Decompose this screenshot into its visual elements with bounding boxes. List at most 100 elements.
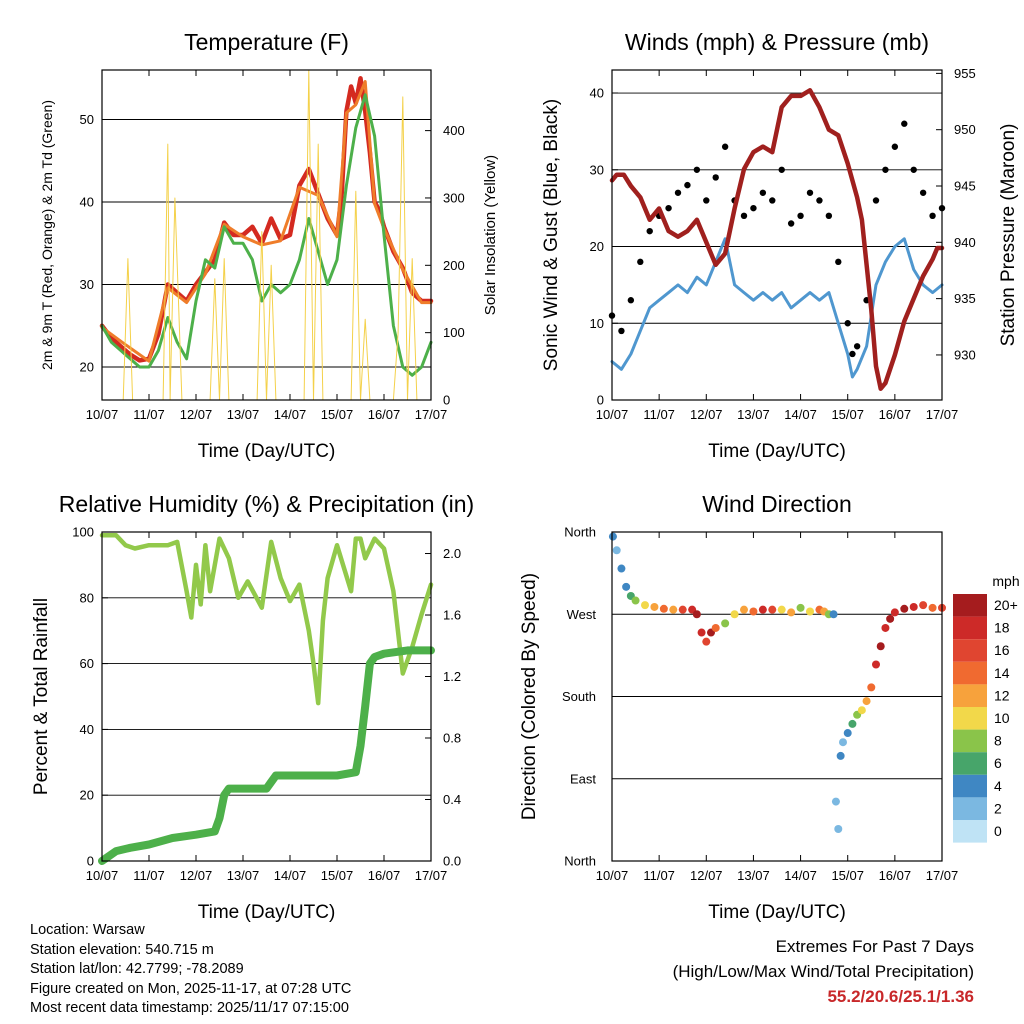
wind_direction-wind-direction-point: [617, 564, 626, 573]
winds-x-axis-label: Time (Day/UTC): [708, 441, 846, 462]
humidity-x-tick-label: 15/07: [321, 868, 354, 883]
winds-gust-point: [778, 166, 785, 173]
wind_direction-y-category-label: South: [562, 689, 596, 704]
humidity-y-right-tick-label: 1.2: [443, 669, 461, 684]
humidity-x-tick-label: 14/07: [274, 868, 307, 883]
speed-legend-swatch: [953, 594, 987, 617]
wind_direction-wind-direction-point: [886, 614, 895, 623]
speed-legend-label: 12: [994, 687, 1010, 703]
wind_direction-wind-direction-point: [669, 605, 678, 614]
wind_direction-wind-direction-point: [806, 607, 814, 616]
wind_direction-wind-direction-point: [650, 602, 659, 611]
winds-y-right-tick-label: 930: [954, 347, 976, 362]
speed-legend-swatch: [953, 797, 987, 820]
winds-x-tick-label: 15/07: [831, 407, 864, 422]
winds-gust-point: [769, 197, 776, 204]
winds-y-axis-label: Sonic Wind & Gust (Blue, Black): [541, 99, 562, 371]
wind_direction-x-axis-label: Time (Day/UTC): [708, 902, 846, 923]
temperature-x-tick-label: 10/07: [86, 407, 119, 422]
temperature-y-tick-label: 50: [80, 112, 94, 127]
humidity-y-tick-label: 100: [72, 525, 94, 540]
winds-gust-point: [740, 212, 748, 220]
winds-y-right-tick-label: 955: [954, 66, 976, 81]
winds-gust-point: [891, 143, 899, 150]
wind_direction-x-tick-label: 15/07: [831, 868, 864, 883]
winds-gust-point: [853, 343, 861, 350]
temperature-y-right-tick-label: 400: [443, 123, 465, 138]
extremes-box: Extremes For Past 7 Days (High/Low/Max W…: [673, 934, 974, 1009]
winds-gust-point: [797, 212, 804, 220]
wind_direction-x-tick-label: 16/07: [879, 868, 912, 883]
speed-legend-label: 8: [994, 733, 1002, 749]
speed-legend-label: 6: [994, 755, 1002, 771]
temperature-2m-td-line: [100, 93, 433, 377]
temperature-x-tick-label: 11/07: [133, 407, 165, 422]
temperature-y-axis-label: 2m & 9m T (Red, Orange) & 2m Td (Green): [39, 100, 55, 370]
humidity-panel: 10/07 11/07 12/07 13/07 14/07 15/07 16/07 17/07…: [31, 491, 474, 923]
temperature-x-tick-label: 14/07: [274, 407, 307, 422]
wind_direction-wind-direction-point: [843, 729, 852, 738]
humidity-x-tick-label: 12/07: [180, 868, 213, 883]
speed-legend-swatch: [953, 661, 987, 685]
wind_direction-x-tick-label: 10/07: [596, 868, 629, 883]
wind_direction-wind-direction-point: [848, 719, 857, 728]
temperature-plot-frame: [101, 69, 432, 401]
temperature-x-tick-label: 13/07: [227, 407, 260, 422]
temperature-9m-t-line: [100, 80, 433, 363]
humidity-relative-humidity-line: [99, 533, 434, 706]
winds-y-right-tick-label: 945: [954, 179, 976, 194]
winds-gust-point: [646, 227, 653, 235]
winds-gust-point: [627, 297, 635, 304]
temperature-x-tick-label: 15/07: [321, 407, 354, 422]
humidity-y-right-tick-label: 1.6: [443, 608, 461, 623]
humidity-plot-frame: [101, 531, 432, 862]
wind_direction-wind-direction-point: [928, 603, 937, 612]
winds-gust-point: [787, 220, 795, 227]
wind_direction-wind-direction-point: [876, 642, 885, 651]
humidity-y-right-tick-label: 0.0: [443, 854, 461, 869]
winds-gust-point: [910, 166, 917, 173]
wind_direction-wind-direction-point: [612, 546, 621, 555]
speed-legend-label: 14: [994, 665, 1010, 681]
wind_direction-wind-direction-point: [659, 604, 668, 613]
wind_direction-wind-direction-point: [692, 610, 701, 619]
winds-x-tick-label: 16/07: [879, 407, 912, 422]
winds-gust-point: [712, 174, 719, 181]
humidity-title: Relative Humidity (%) & Precipitation (i…: [59, 491, 474, 517]
wind_direction-y-category-label: West: [567, 607, 597, 622]
wind_direction-x-tick-label: 11/07: [643, 868, 675, 883]
winds-gust-point: [806, 189, 814, 196]
winds-gust-point: [901, 120, 908, 127]
wind_direction-wind-direction-point: [909, 602, 918, 611]
wind_direction-wind-direction-point: [711, 623, 720, 632]
winds-gust-point: [618, 327, 625, 335]
temperature-y-tick-label: 40: [80, 195, 94, 210]
wind_direction-y-category-label: North: [564, 854, 596, 869]
wind_direction-wind-direction-point: [768, 605, 777, 614]
info-location: Location: Warsaw: [30, 922, 145, 938]
wind_direction-wind-direction-point: [622, 582, 631, 591]
info-created: Figure created on Mon, 2025-11-17, at 07…: [30, 980, 352, 997]
speed-legend-label: 2: [994, 800, 1002, 816]
winds-x-tick-label: 13/07: [737, 407, 770, 422]
extremes-values: 55.2/20.6/25.1/1.36: [827, 987, 974, 1006]
speed-legend-swatch: [953, 707, 987, 730]
speed-legend: mph 20+ 18 16 14 12 10 8 6 4 2 0: [953, 573, 1020, 843]
winds-y-tick-label: 10: [590, 316, 604, 331]
humidity-y-tick-label: 60: [80, 656, 94, 671]
humidity-x-tick-label: 10/07: [86, 868, 119, 883]
winds-gust-point: [844, 320, 851, 327]
extremes-subtitle: (High/Low/Max Wind/Total Precipitation): [672, 962, 974, 981]
winds-gust-point: [849, 350, 856, 358]
wind_direction-wind-direction-point: [697, 628, 706, 637]
wind_direction-wind-direction-point: [867, 683, 876, 692]
extremes-title: Extremes For Past 7 Days: [775, 937, 974, 956]
wind_direction-wind-direction-point: [919, 601, 928, 610]
humidity-total-precipitation-line: [98, 646, 435, 865]
winds-gust-point: [693, 166, 701, 173]
wind_direction-wind-direction-point: [796, 603, 805, 612]
speed-legend-swatch: [953, 820, 987, 843]
wind_direction-wind-direction-point: [749, 607, 758, 616]
temperature-y-right-tick-label: 100: [443, 325, 465, 340]
temperature-y-right-tick-label: 300: [443, 190, 465, 205]
